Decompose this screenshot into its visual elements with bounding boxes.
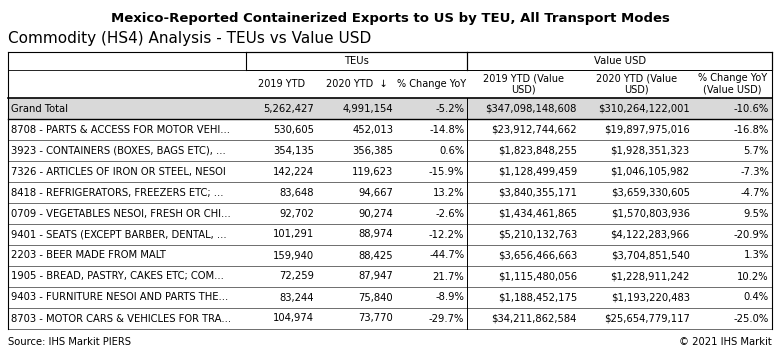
Text: 88,974: 88,974 bbox=[359, 229, 393, 239]
Text: 0.4%: 0.4% bbox=[744, 293, 769, 303]
Text: Mexico-Reported Containerized Exports to US by TEU, All Transport Modes: Mexico-Reported Containerized Exports to… bbox=[111, 12, 669, 25]
Text: $1,046,105,982: $1,046,105,982 bbox=[611, 167, 690, 177]
Text: 9403 - FURNITURE NESOI AND PARTS THE...: 9403 - FURNITURE NESOI AND PARTS THE... bbox=[11, 293, 229, 303]
Text: $1,228,911,242: $1,228,911,242 bbox=[610, 271, 690, 281]
Text: 9401 - SEATS (EXCEPT BARBER, DENTAL, ...: 9401 - SEATS (EXCEPT BARBER, DENTAL, ... bbox=[11, 229, 227, 239]
Text: $4,122,283,966: $4,122,283,966 bbox=[611, 229, 690, 239]
Text: 83,244: 83,244 bbox=[279, 293, 314, 303]
Text: 2203 - BEER MADE FROM MALT: 2203 - BEER MADE FROM MALT bbox=[11, 251, 166, 261]
Text: $1,115,480,056: $1,115,480,056 bbox=[498, 271, 577, 281]
Text: -2.6%: -2.6% bbox=[435, 209, 464, 219]
Text: $5,210,132,763: $5,210,132,763 bbox=[498, 229, 577, 239]
Text: 0709 - VEGETABLES NESOI, FRESH OR CHI...: 0709 - VEGETABLES NESOI, FRESH OR CHI... bbox=[11, 209, 231, 219]
Text: % Change YoY: % Change YoY bbox=[397, 79, 466, 89]
Text: 87,947: 87,947 bbox=[359, 271, 393, 281]
Text: 7326 - ARTICLES OF IRON OR STEEL, NESOI: 7326 - ARTICLES OF IRON OR STEEL, NESOI bbox=[11, 167, 225, 177]
Text: 21.7%: 21.7% bbox=[432, 271, 464, 281]
Text: % Change YoY
(Value USD): % Change YoY (Value USD) bbox=[698, 73, 767, 95]
Text: 8418 - REFRIGERATORS, FREEZERS ETC; ...: 8418 - REFRIGERATORS, FREEZERS ETC; ... bbox=[11, 187, 224, 197]
Text: TEUs: TEUs bbox=[344, 56, 369, 66]
Text: 5.7%: 5.7% bbox=[743, 145, 769, 155]
Text: -10.6%: -10.6% bbox=[734, 103, 769, 113]
Text: $23,912,744,662: $23,912,744,662 bbox=[491, 125, 577, 135]
Text: 101,291: 101,291 bbox=[273, 229, 314, 239]
Text: 354,135: 354,135 bbox=[273, 145, 314, 155]
Text: Source: IHS Markit PIERS: Source: IHS Markit PIERS bbox=[8, 337, 131, 347]
Text: 142,224: 142,224 bbox=[273, 167, 314, 177]
Text: -25.0%: -25.0% bbox=[734, 313, 769, 323]
Text: -4.7%: -4.7% bbox=[740, 187, 769, 197]
Text: 0.6%: 0.6% bbox=[439, 145, 464, 155]
Text: Value USD: Value USD bbox=[594, 56, 646, 66]
Text: Commodity (HS4) Analysis - TEUs vs Value USD: Commodity (HS4) Analysis - TEUs vs Value… bbox=[8, 31, 371, 46]
Text: $1,188,452,175: $1,188,452,175 bbox=[498, 293, 577, 303]
Text: $34,211,862,584: $34,211,862,584 bbox=[491, 313, 577, 323]
Text: 356,385: 356,385 bbox=[353, 145, 393, 155]
Text: 75,840: 75,840 bbox=[359, 293, 393, 303]
Text: Grand Total: Grand Total bbox=[11, 103, 68, 113]
Bar bbox=[8, 98, 772, 119]
Text: 4,991,154: 4,991,154 bbox=[342, 103, 393, 113]
Text: 159,940: 159,940 bbox=[273, 251, 314, 261]
Text: 94,667: 94,667 bbox=[358, 187, 393, 197]
Text: 3923 - CONTAINERS (BOXES, BAGS ETC), ...: 3923 - CONTAINERS (BOXES, BAGS ETC), ... bbox=[11, 145, 225, 155]
Text: -44.7%: -44.7% bbox=[429, 251, 464, 261]
Text: 73,770: 73,770 bbox=[359, 313, 393, 323]
Text: 2020 YTD (Value
USD): 2020 YTD (Value USD) bbox=[596, 73, 677, 95]
Text: -20.9%: -20.9% bbox=[734, 229, 769, 239]
Text: 83,648: 83,648 bbox=[279, 187, 314, 197]
Text: 452,013: 452,013 bbox=[353, 125, 393, 135]
Text: $3,704,851,540: $3,704,851,540 bbox=[611, 251, 690, 261]
Text: $1,570,803,936: $1,570,803,936 bbox=[611, 209, 690, 219]
Text: © 2021 IHS Markit: © 2021 IHS Markit bbox=[679, 337, 772, 347]
Text: $1,193,220,483: $1,193,220,483 bbox=[611, 293, 690, 303]
Text: -14.8%: -14.8% bbox=[429, 125, 464, 135]
Text: $3,659,330,605: $3,659,330,605 bbox=[611, 187, 690, 197]
Text: $25,654,779,117: $25,654,779,117 bbox=[604, 313, 690, 323]
Text: $1,128,499,459: $1,128,499,459 bbox=[498, 167, 577, 177]
Text: 92,702: 92,702 bbox=[279, 209, 314, 219]
Text: $1,434,461,865: $1,434,461,865 bbox=[498, 209, 577, 219]
Text: -12.2%: -12.2% bbox=[429, 229, 464, 239]
Text: 104,974: 104,974 bbox=[273, 313, 314, 323]
Text: 2020 YTD  ↓: 2020 YTD ↓ bbox=[326, 79, 388, 89]
Text: $1,823,848,255: $1,823,848,255 bbox=[498, 145, 577, 155]
Text: $1,928,351,323: $1,928,351,323 bbox=[611, 145, 690, 155]
Text: 88,425: 88,425 bbox=[359, 251, 393, 261]
Text: $347,098,148,608: $347,098,148,608 bbox=[486, 103, 577, 113]
Text: 5,262,427: 5,262,427 bbox=[263, 103, 314, 113]
Text: $310,264,122,001: $310,264,122,001 bbox=[598, 103, 690, 113]
Text: $19,897,975,016: $19,897,975,016 bbox=[604, 125, 690, 135]
Text: 13.2%: 13.2% bbox=[433, 187, 464, 197]
Text: 8708 - PARTS & ACCESS FOR MOTOR VEHI...: 8708 - PARTS & ACCESS FOR MOTOR VEHI... bbox=[11, 125, 230, 135]
Text: 1905 - BREAD, PASTRY, CAKES ETC; COM...: 1905 - BREAD, PASTRY, CAKES ETC; COM... bbox=[11, 271, 224, 281]
Text: -7.3%: -7.3% bbox=[740, 167, 769, 177]
Text: $3,840,355,171: $3,840,355,171 bbox=[498, 187, 577, 197]
Text: 530,605: 530,605 bbox=[273, 125, 314, 135]
Text: 119,623: 119,623 bbox=[352, 167, 393, 177]
Text: 72,259: 72,259 bbox=[279, 271, 314, 281]
Text: 2019 YTD: 2019 YTD bbox=[258, 79, 305, 89]
Text: -29.7%: -29.7% bbox=[429, 313, 464, 323]
Text: -16.8%: -16.8% bbox=[734, 125, 769, 135]
Text: 10.2%: 10.2% bbox=[737, 271, 769, 281]
Text: $3,656,466,663: $3,656,466,663 bbox=[498, 251, 577, 261]
Text: -8.9%: -8.9% bbox=[435, 293, 464, 303]
Text: 1.3%: 1.3% bbox=[744, 251, 769, 261]
Text: -5.2%: -5.2% bbox=[435, 103, 464, 113]
Text: 90,274: 90,274 bbox=[359, 209, 393, 219]
Text: 2019 YTD (Value
USD): 2019 YTD (Value USD) bbox=[483, 73, 564, 95]
Text: 9.5%: 9.5% bbox=[743, 209, 769, 219]
Text: 8703 - MOTOR CARS & VEHICLES FOR TRA...: 8703 - MOTOR CARS & VEHICLES FOR TRA... bbox=[11, 313, 231, 323]
Text: -15.9%: -15.9% bbox=[429, 167, 464, 177]
